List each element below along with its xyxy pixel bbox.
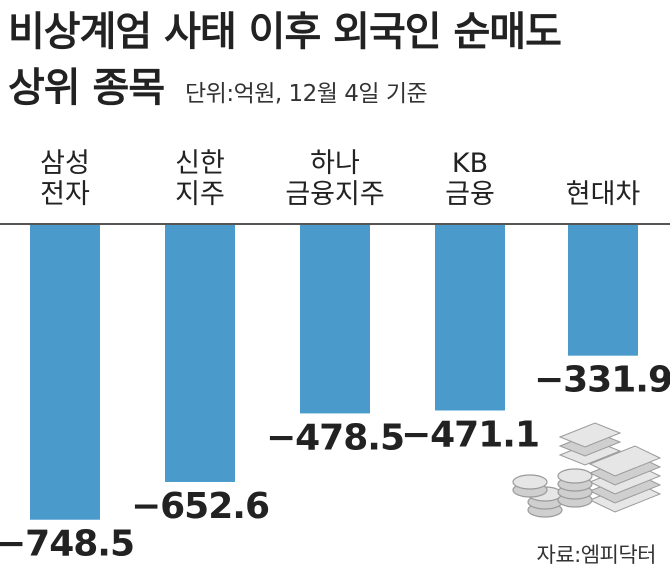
bar bbox=[435, 225, 505, 411]
data-label: −652.6 bbox=[131, 486, 269, 527]
bar-ingot bbox=[558, 422, 622, 448]
coin bbox=[557, 468, 593, 484]
bar bbox=[300, 225, 370, 414]
title-line-2: 상위 종목 bbox=[8, 65, 165, 111]
category-label: 하나 bbox=[310, 148, 360, 179]
category-label: 전자 bbox=[40, 179, 90, 210]
bar bbox=[568, 225, 638, 356]
category-label: 금융 bbox=[445, 179, 495, 210]
money-stack-icon bbox=[512, 422, 662, 518]
data-label: −471.1 bbox=[401, 414, 539, 455]
data-label: −331.9 bbox=[534, 360, 670, 401]
bar bbox=[165, 225, 235, 482]
bill bbox=[588, 445, 662, 477]
title-line-1: 비상계엄 사태 이후 외국인 순매도 bbox=[8, 9, 562, 55]
category-label: 지주 bbox=[175, 179, 225, 210]
category-label: 현대차 bbox=[566, 179, 641, 210]
data-label: −748.5 bbox=[0, 524, 134, 565]
source-note: 자료:엠피닥터 bbox=[536, 543, 657, 567]
category-label: 신한 bbox=[175, 148, 225, 179]
category-label: 금융지주 bbox=[285, 179, 384, 210]
coin bbox=[512, 474, 548, 490]
category-label: KB bbox=[452, 148, 488, 179]
bar bbox=[30, 225, 100, 520]
chart-subtitle: 단위:억원, 12월 4일 기준 bbox=[185, 81, 428, 107]
chart-title: 비상계엄 사태 이후 외국인 순매도 상위 종목 bbox=[8, 4, 562, 116]
category-label: 삼성 bbox=[40, 148, 90, 179]
data-label: −478.5 bbox=[266, 417, 404, 458]
